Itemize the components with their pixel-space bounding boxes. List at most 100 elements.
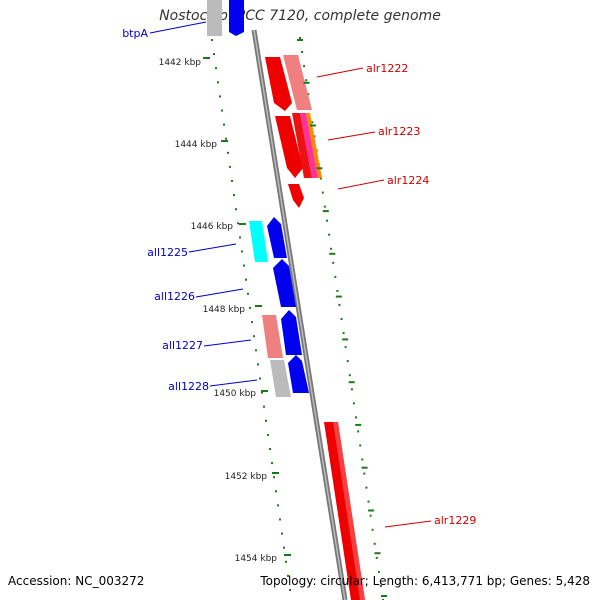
scale-dot-inner bbox=[211, 39, 213, 41]
kbp-label-1454: 1454 kbp bbox=[235, 554, 278, 564]
scale-dot-inner bbox=[257, 363, 259, 366]
scale-dot-outer bbox=[301, 51, 304, 53]
scale-dot-inner bbox=[269, 448, 271, 450]
scale-dot-inner bbox=[223, 123, 225, 126]
scale-dot-inner bbox=[235, 208, 237, 211]
scale-dot-outer bbox=[359, 444, 362, 447]
scale-dot-inner bbox=[281, 532, 283, 535]
scale-dot-outer bbox=[373, 542, 376, 545]
scale-dot-inner bbox=[267, 433, 269, 436]
scale-dash-outer bbox=[355, 423, 362, 426]
scale-dot-inner bbox=[243, 264, 245, 267]
scale-dot-outer bbox=[321, 191, 324, 194]
scale-dash-outer bbox=[361, 466, 368, 469]
scale-dot-inner bbox=[261, 391, 263, 394]
scale-dash-outer bbox=[303, 81, 310, 84]
gene-label-all1227[interactable]: all1227 bbox=[162, 339, 203, 352]
scale-dash-outer bbox=[297, 39, 303, 41]
scale-dash-outer bbox=[348, 381, 355, 384]
leader-all1228 bbox=[209, 379, 258, 387]
scale-dot-outer bbox=[330, 247, 333, 250]
gene-arrow-all1226[interactable] bbox=[273, 259, 296, 307]
scale-dot-outer bbox=[332, 261, 335, 264]
scale-dot-outer bbox=[326, 219, 328, 222]
scale-dot-inner bbox=[217, 81, 219, 84]
kbp-label-1448: 1448 kbp bbox=[203, 305, 246, 315]
leader-btpA bbox=[149, 21, 207, 34]
gene-arrow-all1225[interactable] bbox=[267, 217, 287, 258]
gene-arrow-alr1223[interactable] bbox=[275, 116, 303, 178]
scale-dot-outer bbox=[348, 374, 351, 377]
scale-dash-outer bbox=[322, 210, 329, 213]
scale-dot-outer bbox=[340, 318, 343, 320]
scale-dot-inner bbox=[237, 222, 239, 225]
scale-dot-outer bbox=[299, 37, 301, 39]
gene-label-alr1229[interactable]: alr1229 bbox=[434, 514, 476, 527]
gene-label-all1226[interactable]: all1226 bbox=[154, 290, 195, 303]
scale-dot-inner bbox=[283, 546, 285, 549]
scale-dot-inner bbox=[255, 349, 257, 352]
scale-dot-inner bbox=[285, 560, 287, 563]
scale-dash-outer bbox=[335, 295, 342, 298]
scale-dot-outer bbox=[342, 332, 345, 335]
scale-dot-outer bbox=[369, 514, 372, 517]
gene-arrow-alr1224[interactable] bbox=[288, 184, 304, 208]
gene-arrow-alr1222[interactable] bbox=[265, 57, 292, 111]
gene-label-alr1224[interactable]: alr1224 bbox=[387, 174, 429, 187]
scale-dot-outer bbox=[323, 205, 326, 208]
scale-dash-outer bbox=[342, 338, 349, 341]
cog-box-alr1222 bbox=[283, 55, 312, 110]
cog-box-all1225 bbox=[249, 221, 268, 262]
kbp-label-1442: 1442 kbp bbox=[159, 58, 202, 68]
gene-arrow-all1228[interactable] bbox=[288, 355, 309, 393]
scale-dot-outer bbox=[357, 430, 360, 433]
gene-arrow-btpA[interactable] bbox=[229, 0, 244, 36]
kbp-label-1446: 1446 kbp bbox=[191, 222, 234, 232]
leader-alr1229 bbox=[384, 520, 432, 528]
scale-dot-outer bbox=[346, 360, 349, 363]
scale-dot-inner bbox=[273, 476, 275, 479]
scale-dot-inner bbox=[263, 405, 265, 408]
cog-box-btpA bbox=[207, 0, 222, 36]
scale-dot-outer bbox=[307, 93, 310, 96]
scale-dot-inner bbox=[227, 151, 229, 154]
scale-dot-outer bbox=[313, 135, 316, 138]
scale-dot-outer bbox=[334, 275, 337, 278]
gene-arrow-all1227[interactable] bbox=[281, 310, 302, 355]
scale-dot-inner bbox=[265, 419, 267, 422]
scale-dot-outer bbox=[311, 121, 314, 124]
cog-box-alr1223 bbox=[292, 113, 322, 178]
scale-dot-inner bbox=[251, 321, 253, 324]
leader-alr1223 bbox=[327, 131, 376, 141]
scale-dot-inner bbox=[239, 236, 241, 239]
scale-dot-inner bbox=[215, 67, 217, 70]
genome-summary-text: Topology: circular; Length: 6,413,771 bp… bbox=[260, 574, 590, 588]
scale-dash-outer bbox=[329, 252, 336, 255]
scale-dot-inner bbox=[289, 589, 291, 591]
scale-dot-inner bbox=[229, 165, 231, 168]
scale-dot-outer bbox=[352, 402, 355, 405]
gene-label-btpA[interactable]: btpA bbox=[122, 27, 148, 40]
scale-dash-outer bbox=[368, 509, 375, 512]
scale-dot-inner bbox=[241, 250, 243, 253]
scale-dot-outer bbox=[336, 289, 339, 292]
scale-dot-inner bbox=[259, 377, 261, 380]
scale-dot-inner bbox=[219, 95, 221, 98]
scale-dash-outer bbox=[381, 595, 387, 597]
leader-all1227 bbox=[203, 339, 252, 347]
gene-label-alr1222[interactable]: alr1222 bbox=[366, 62, 408, 75]
scale-dot-outer bbox=[319, 177, 322, 180]
leader-alr1222 bbox=[316, 67, 364, 78]
scale-dot-inner bbox=[253, 335, 255, 338]
gene-label-alr1223[interactable]: alr1223 bbox=[378, 125, 420, 138]
kbp-label-1450: 1450 kbp bbox=[214, 389, 257, 399]
scale-dot-inner bbox=[221, 109, 223, 112]
scale-dot-inner bbox=[271, 462, 273, 465]
scale-dot-inner bbox=[249, 306, 251, 309]
scale-dot-inner bbox=[277, 504, 279, 507]
gene-label-all1225[interactable]: all1225 bbox=[147, 246, 188, 259]
gene-label-all1228[interactable]: all1228 bbox=[168, 380, 209, 393]
scale-dot-inner bbox=[287, 574, 289, 577]
scale-dot-outer bbox=[367, 500, 370, 503]
